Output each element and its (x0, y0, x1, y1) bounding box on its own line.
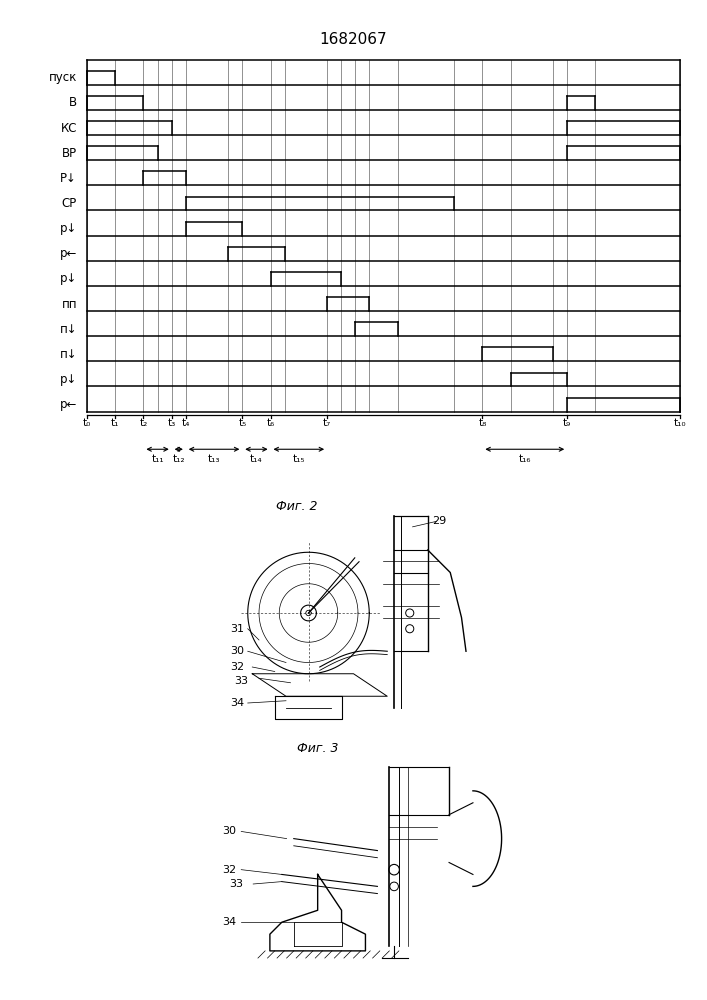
Text: t₁₅: t₁₅ (293, 454, 305, 464)
Text: п↓: п↓ (59, 348, 77, 361)
Text: ВР: ВР (62, 147, 77, 160)
Text: t₇: t₇ (323, 418, 331, 428)
Text: 33: 33 (234, 676, 248, 686)
Text: р↓: р↓ (59, 272, 77, 285)
Text: р↓: р↓ (59, 222, 77, 235)
Text: 29: 29 (432, 516, 447, 526)
Text: 34: 34 (222, 917, 236, 927)
Text: t₅: t₅ (238, 418, 247, 428)
Text: t₀: t₀ (83, 418, 91, 428)
Text: пуск: пуск (49, 71, 77, 84)
Text: р↓: р↓ (59, 373, 77, 386)
Text: t₁₂: t₁₂ (173, 454, 185, 464)
Text: 30: 30 (222, 826, 236, 836)
Text: Фиг. 3: Фиг. 3 (298, 742, 339, 755)
Text: 1682067: 1682067 (320, 32, 387, 47)
Text: СР: СР (62, 197, 77, 210)
Text: t₁₆: t₁₆ (518, 454, 531, 464)
Text: Р↓: Р↓ (60, 172, 77, 185)
Text: КС: КС (61, 122, 77, 135)
Text: t₂: t₂ (139, 418, 148, 428)
Text: п↓: п↓ (59, 323, 77, 336)
Text: р←: р← (59, 247, 77, 260)
Text: 30: 30 (230, 646, 244, 656)
Text: t₁₄: t₁₄ (250, 454, 263, 464)
Text: пп: пп (62, 298, 77, 311)
Text: 32: 32 (230, 662, 244, 672)
Text: t₁: t₁ (111, 418, 119, 428)
Text: t₈: t₈ (479, 418, 486, 428)
Text: t₉: t₉ (563, 418, 571, 428)
Text: t₁₁: t₁₁ (151, 454, 164, 464)
Text: t₃: t₃ (168, 418, 176, 428)
Text: t₁₃: t₁₃ (208, 454, 221, 464)
Text: t₄: t₄ (182, 418, 190, 428)
Text: 31: 31 (230, 624, 244, 634)
Text: р←: р← (59, 398, 77, 411)
Text: 32: 32 (222, 865, 236, 875)
Text: Фиг. 2: Фиг. 2 (276, 500, 317, 513)
Text: t₆: t₆ (267, 418, 275, 428)
Text: В: В (69, 96, 77, 109)
Text: t₁₀: t₁₀ (674, 418, 686, 428)
Text: 33: 33 (229, 879, 243, 889)
Text: 34: 34 (230, 698, 244, 708)
